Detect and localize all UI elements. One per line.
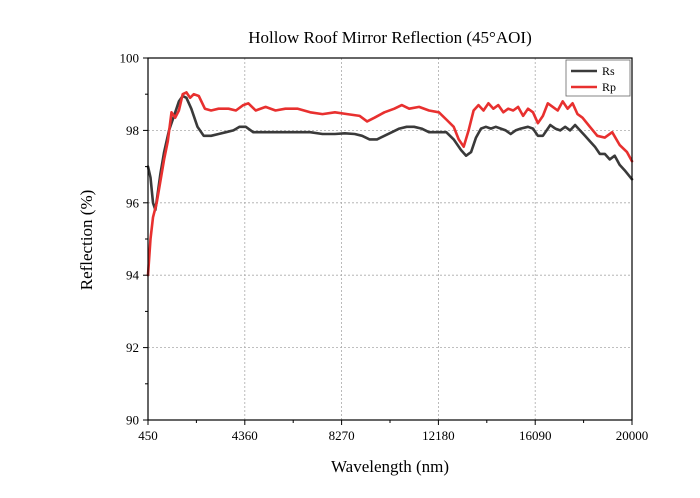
- axis-ticks: 450 4360 8270 12180 16090 20000 90 92 94 96 98 100: [120, 51, 649, 444]
- gridlines: [148, 58, 632, 420]
- x-tick-label: 8270: [329, 428, 355, 443]
- series-lines: [146, 91, 634, 277]
- chart-title: Hollow Roof Mirror Reflection (45°AOI): [248, 28, 531, 47]
- series-line-rp: [146, 91, 634, 277]
- y-tick-label: 90: [126, 413, 139, 428]
- y-tick-label: 100: [120, 51, 140, 66]
- y-tick-label: 92: [126, 340, 139, 355]
- y-tick-label: 98: [126, 123, 139, 138]
- x-tick-label: 450: [138, 428, 158, 443]
- legend-label-rp: Rp: [602, 80, 616, 94]
- legend: Rs Rp: [565, 59, 631, 97]
- x-tick-label: 20000: [616, 428, 649, 443]
- x-tick-label: 16090: [519, 428, 552, 443]
- plot-frame: [147, 57, 633, 421]
- legend-box: [565, 59, 631, 97]
- y-tick-label: 94: [126, 268, 140, 283]
- legend-label-rs: Rs: [602, 64, 615, 78]
- x-tick-label: 4360: [232, 428, 258, 443]
- y-tick-label: 96: [126, 195, 140, 210]
- y-axis-label: Reflection (%): [77, 190, 96, 291]
- series-line-rs: [146, 94, 634, 212]
- x-axis-label: Wavelength (nm): [331, 457, 449, 476]
- x-tick-label: 12180: [422, 428, 455, 443]
